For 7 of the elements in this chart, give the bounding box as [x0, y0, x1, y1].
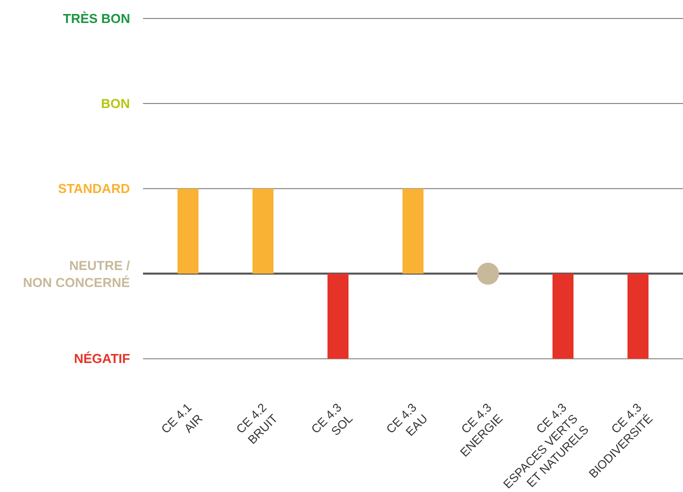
x-tick-label: CE 4.1 AIR — [158, 400, 206, 436]
ref-line-label: STANDARD — [58, 181, 130, 196]
x-tick-label: CE 4.3 SOL — [308, 400, 356, 438]
ref-line-label: TRÈS BON — [63, 11, 130, 26]
ref-line-label: NEUTRE / NON CONCERNÉ — [23, 258, 130, 290]
ref-line-label: NÉGATIF — [74, 351, 130, 366]
ref-line-label: BON — [101, 96, 130, 111]
